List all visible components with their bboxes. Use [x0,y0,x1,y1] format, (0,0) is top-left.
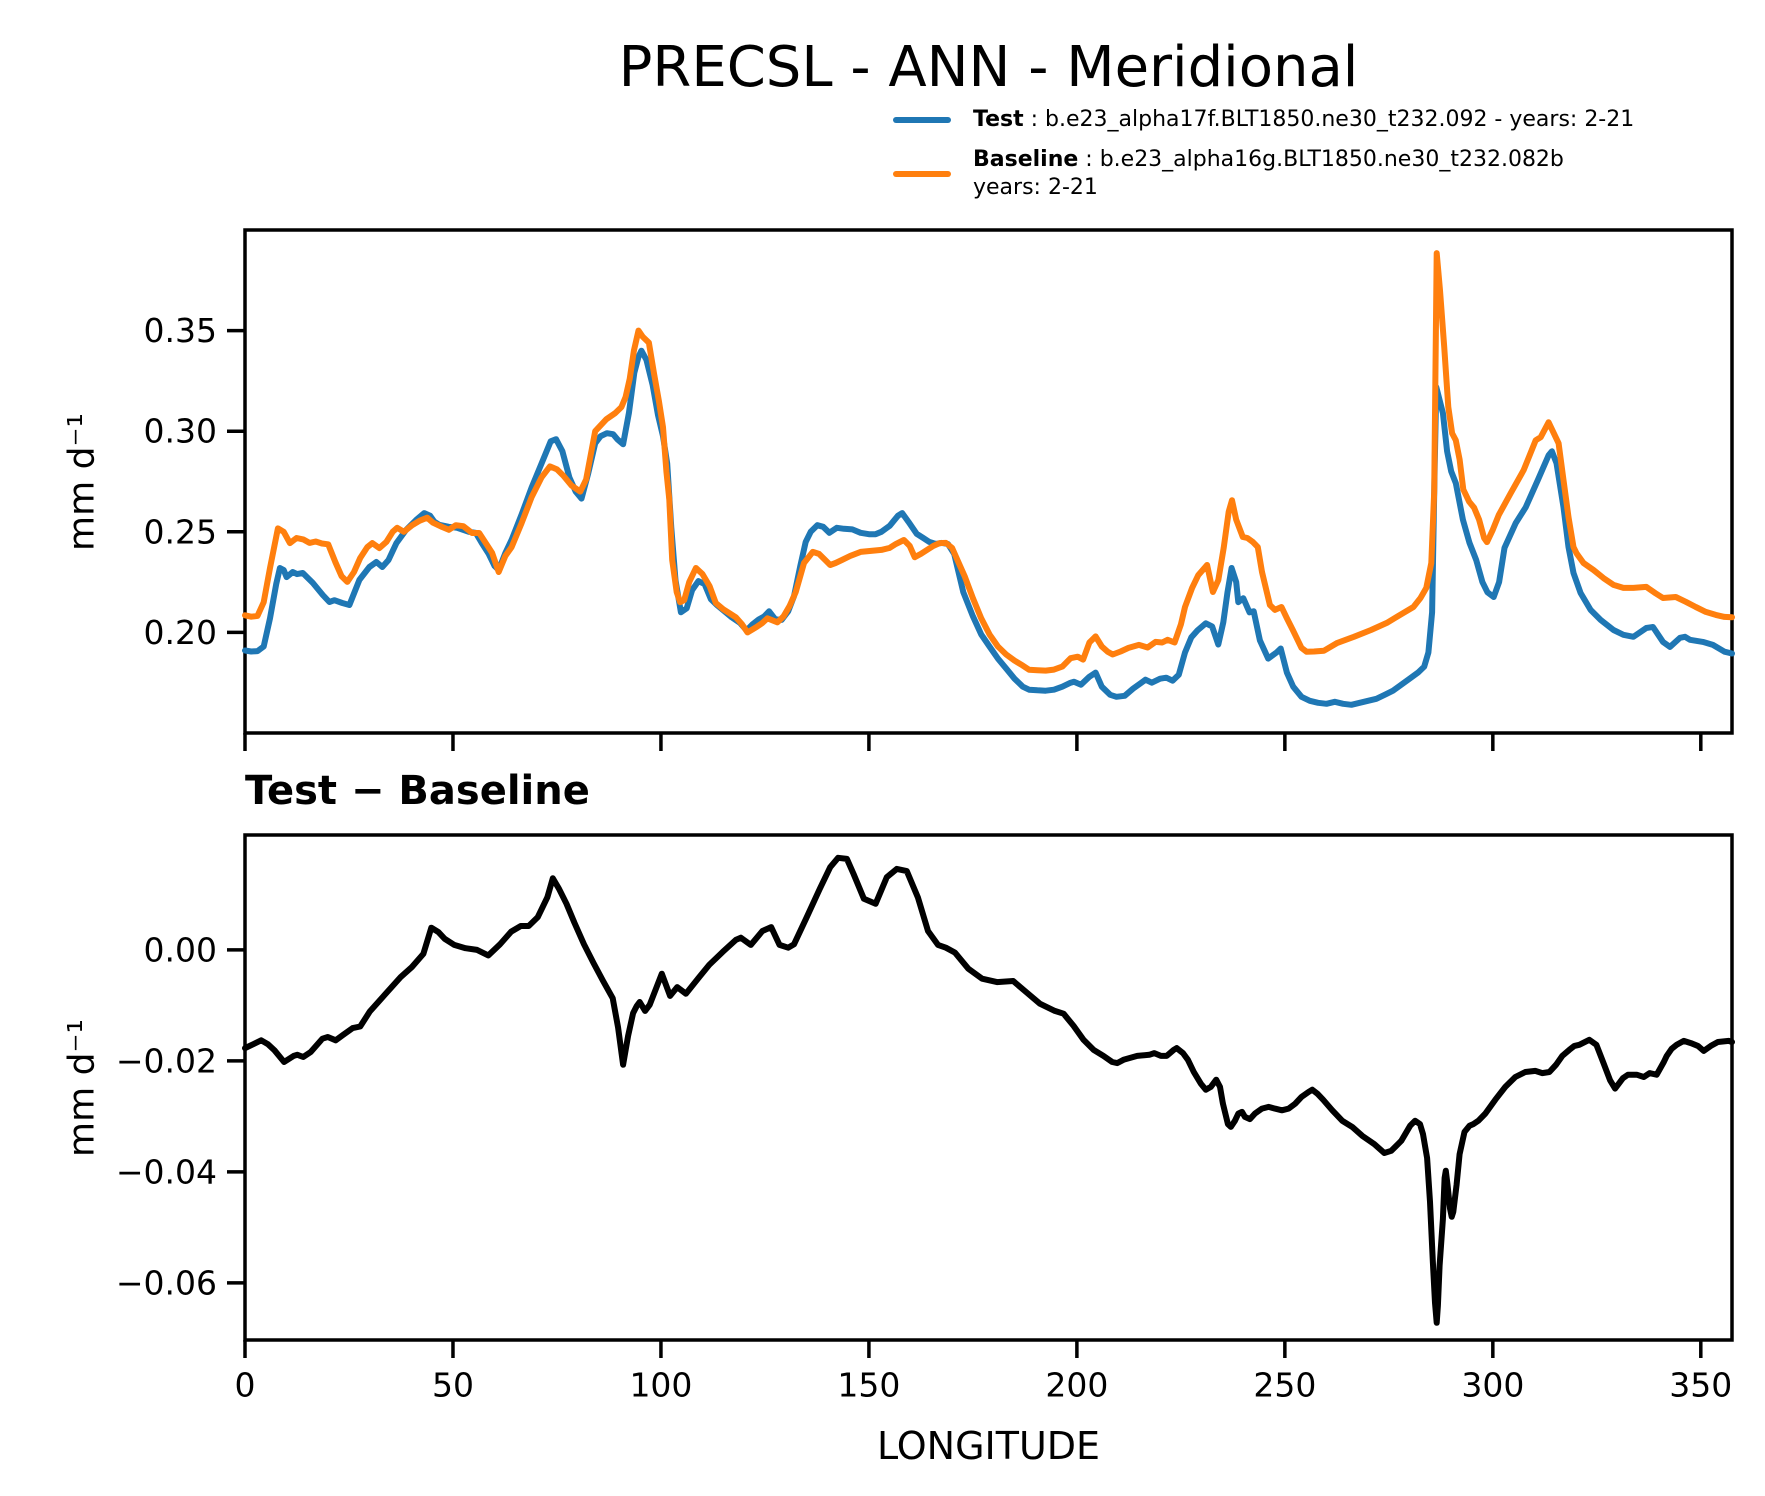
x-tick-label: 0 [235,1366,256,1405]
x-tick-label: 150 [837,1366,900,1405]
plot-frame-0 [243,228,1734,735]
legend-baseline-line1: Baseline : b.e23_alpha16g.BLT1850.ne30_t… [973,146,1564,174]
chart-title: PRECSL - ANN - Meridional [618,35,1359,100]
y-tick-label: −0.04 [116,1152,217,1191]
legend-entry-baseline: Baseline : b.e23_alpha16g.BLT1850.ne30_t… [893,146,1634,202]
plot-frame-1 [243,833,1734,1342]
legend-test-text: : b.e23_alpha17f.BLT1850.ne30_t232.092 -… [1023,107,1635,132]
legend-baseline-line2: years: 2-21 [973,175,1098,200]
x-tick-label: 250 [1253,1366,1316,1405]
legend-baseline-name: Baseline [973,147,1079,172]
x-tick-label: 50 [432,1366,474,1405]
legend-baseline-text: : b.e23_alpha16g.BLT1850.ne30_t232.082b [1078,147,1564,172]
x-tick-label: 350 [1669,1366,1732,1405]
legend-entry-test: Test : b.e23_alpha17f.BLT1850.ne30_t232.… [893,106,1634,134]
legend-test-name: Test [973,107,1024,132]
y-tick-label: −0.06 [116,1263,217,1302]
series-line-test-baseline [242,854,1735,1326]
x-tick-label: 300 [1461,1366,1524,1405]
x-tick-label: 100 [629,1366,692,1405]
legend-label-test: Test : b.e23_alpha17f.BLT1850.ne30_t232.… [973,106,1634,134]
y-tick-label: 0.30 [144,412,217,451]
test-line-swatch [893,117,951,123]
diff-plot-title: Test − Baseline [245,768,590,814]
y-tick-label: 0.00 [144,930,217,969]
legend: Test : b.e23_alpha17f.BLT1850.ne30_t232.… [893,106,1634,214]
x-tick-label: 200 [1045,1366,1108,1405]
legend-label-baseline: Baseline : b.e23_alpha16g.BLT1850.ne30_t… [973,146,1564,202]
baseline-line-swatch [893,171,951,177]
y-tick-label: 0.25 [144,512,217,551]
x-axis-label: LONGITUDE [876,1424,1101,1468]
y-tick-label: 0.20 [144,613,217,652]
y-tick-label: −0.02 [116,1041,217,1080]
series-line-baseline [242,250,1735,674]
y-tick-label: 0.35 [144,311,217,350]
